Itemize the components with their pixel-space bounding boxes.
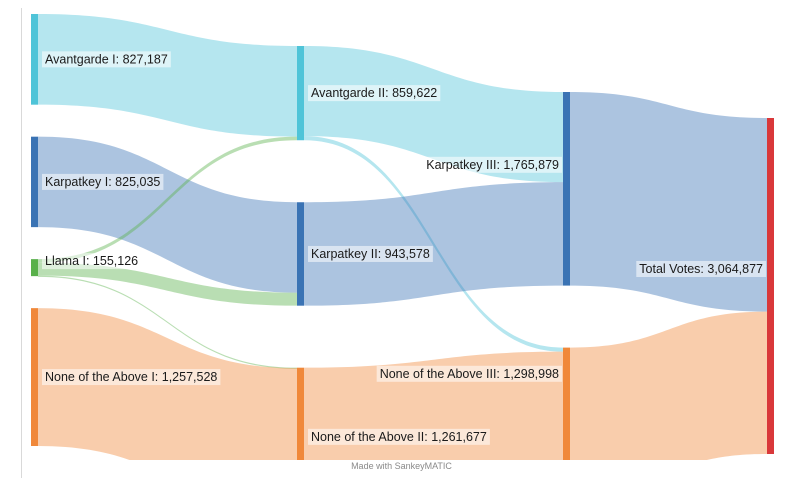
sankey-link-nota_3-to-total	[570, 311, 767, 460]
sankey-node-llama_1	[31, 259, 38, 277]
sankey-link-llama_1-to-karpatkey_2	[38, 262, 297, 306]
sankey-link-karpatkey_3-to-total	[570, 92, 767, 312]
sankey-label-nota_1: None of the Above I: 1,257,528	[45, 370, 217, 384]
sankey-label-bg-llama_1	[42, 253, 142, 270]
sankey-node-avantgarde_2	[297, 46, 304, 141]
sankey-link-avantgarde_2-to-karpatkey_3	[304, 46, 563, 183]
sankey-label-bg-avantgarde_1	[42, 51, 171, 68]
sankey-node-nota_3	[563, 347, 570, 460]
sankey-node-karpatkey_1	[31, 136, 38, 228]
sankey-label-bg-nota_2	[308, 428, 490, 445]
sankey-label-karpatkey_1: Karpatkey I: 825,035	[45, 175, 160, 189]
sankey-label-bg-nota_3	[376, 365, 563, 382]
links-layer	[38, 14, 767, 460]
sankey-node-nota_1	[31, 308, 38, 446]
sankey-label-bg-karpatkey_2	[308, 245, 433, 262]
sankey-node-karpatkey_2	[297, 202, 304, 306]
sankey-link-avantgarde_2-to-nota_3	[304, 136, 563, 352]
sankey-label-nota_3: None of the Above III: 1,298,998	[380, 367, 559, 381]
sankey-label-bg-avantgarde_2	[308, 85, 441, 102]
sankey-label-bg-total	[636, 261, 767, 278]
sankey-label-llama_1: Llama I: 155,126	[45, 254, 138, 268]
left-border	[21, 8, 22, 478]
sankey-label-avantgarde_1: Avantgarde I: 827,187	[45, 52, 168, 66]
sankey-label-bg-karpatkey_3	[423, 156, 563, 173]
labels-layer: Avantgarde I: 827,187 Karpatkey I: 825,03…	[42, 51, 767, 445]
sankey-label-bg-karpatkey_1	[42, 173, 164, 190]
sankey-node-karpatkey_3	[563, 92, 570, 286]
sankey-label-total: Total Votes: 3,064,877	[639, 262, 763, 276]
credit-text: Made with SankeyMATIC	[351, 461, 452, 471]
sankey-canvas: Avantgarde I: 827,187 Karpatkey I: 825,03…	[31, 14, 774, 460]
nodes-layer	[31, 14, 774, 460]
sankey-link-avantgarde_1-to-avantgarde_2	[38, 14, 297, 137]
sankey-node-avantgarde_1	[31, 14, 38, 105]
sankey-label-avantgarde_2: Avantgarde II: 859,622	[311, 86, 437, 100]
sankey-link-karpatkey_2-to-karpatkey_3	[304, 182, 563, 306]
sankey-link-llama_1-to-avantgarde_2	[38, 136, 297, 263]
sankey-link-llama_1-to-nota_2	[38, 275, 297, 369]
sankey-node-total	[767, 118, 774, 455]
sankey-label-bg-nota_1	[42, 369, 221, 386]
sankey-label-karpatkey_3: Karpatkey III: 1,765,879	[426, 158, 559, 172]
sankey-label-karpatkey_2: Karpatkey II: 943,578	[311, 247, 430, 261]
sankey-label-nota_2: None of the Above II: 1,261,677	[311, 430, 487, 444]
sankey-node-nota_2	[297, 367, 304, 460]
